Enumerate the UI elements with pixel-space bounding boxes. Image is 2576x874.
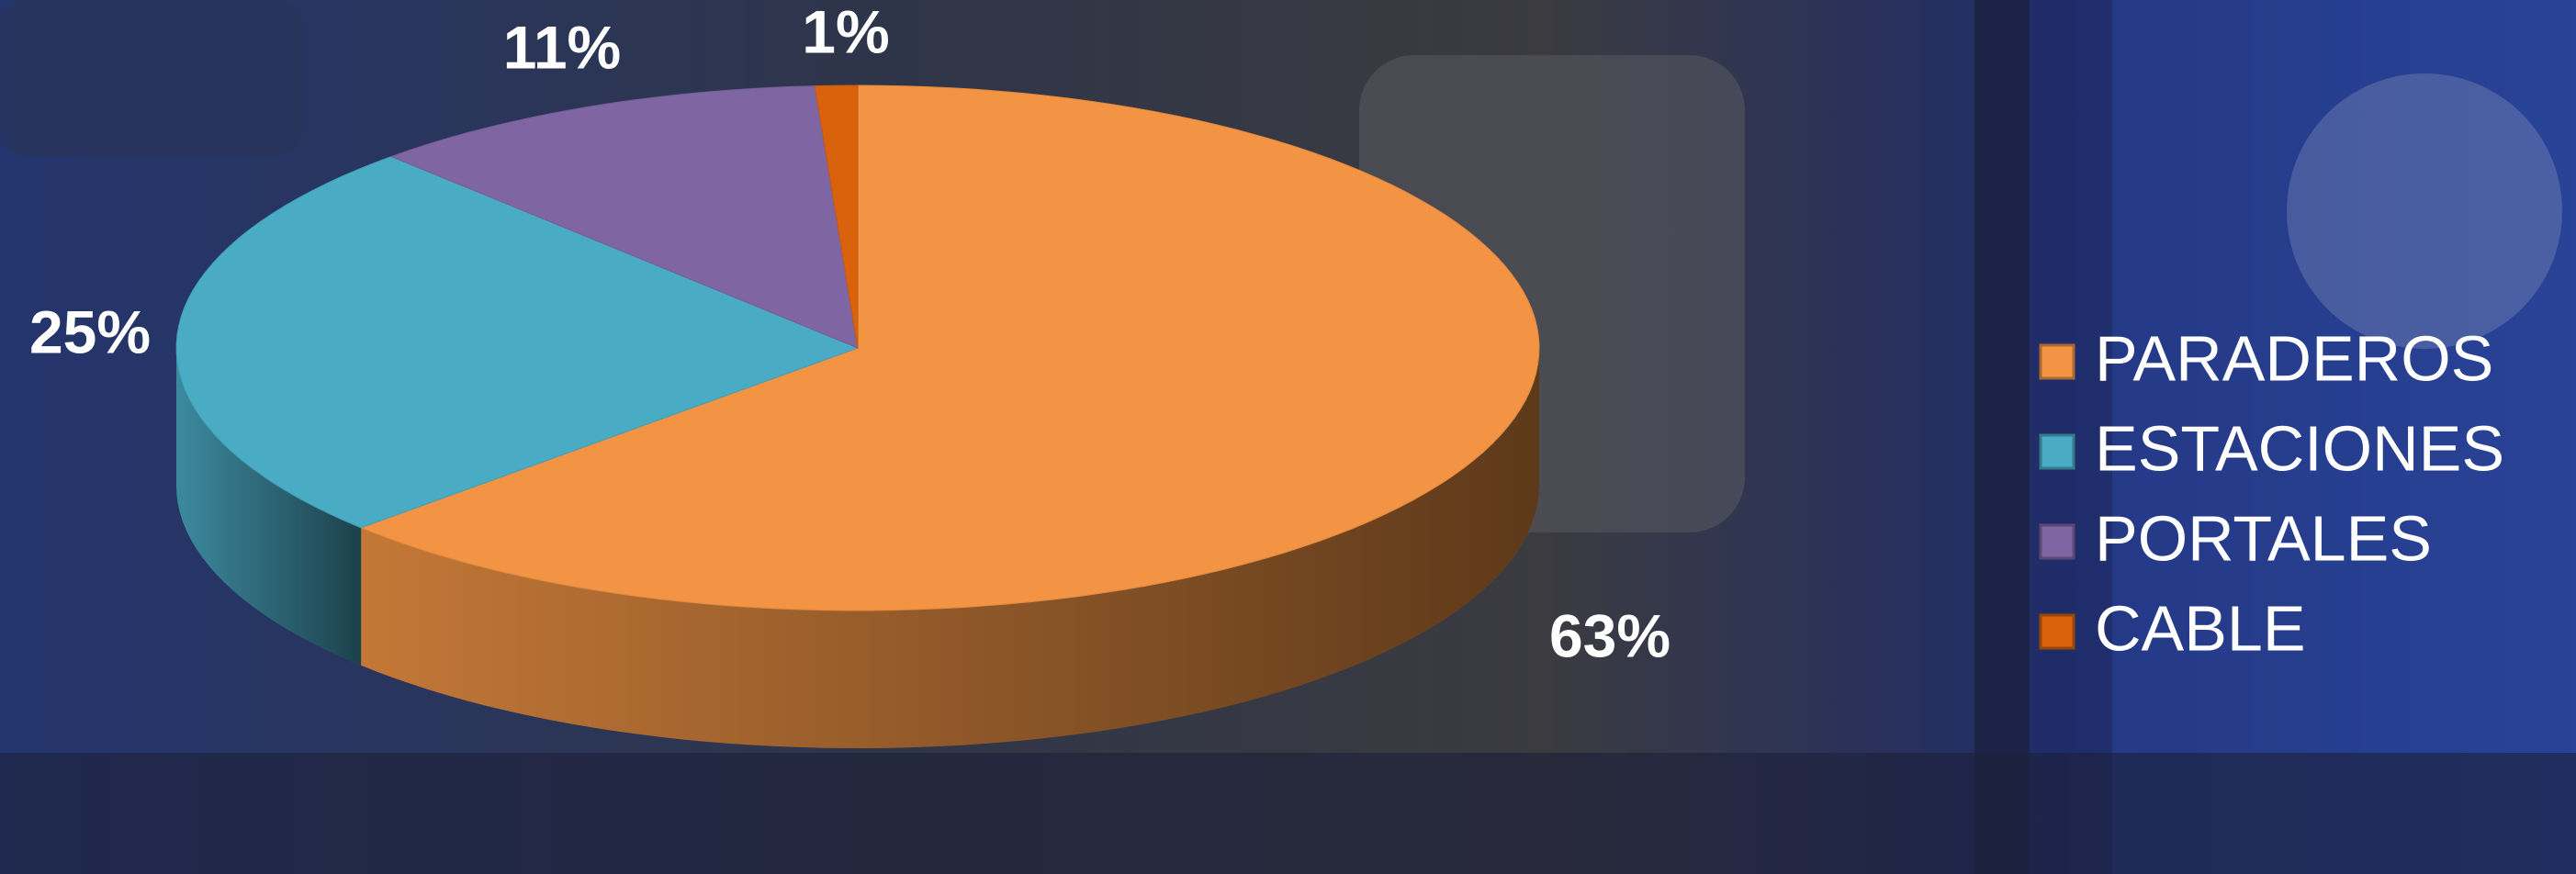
data-label: 63% <box>1549 601 1670 669</box>
pie: 63% 25% 11% 1% <box>29 0 1670 748</box>
legend-label: ESTACIONES <box>2095 412 2504 484</box>
legend-swatch <box>2039 523 2075 560</box>
legend-label: PARADEROS <box>2095 322 2493 394</box>
legend-swatch <box>2039 613 2075 650</box>
legend-label: PORTALES <box>2095 502 2432 574</box>
pie-slice <box>389 85 859 349</box>
pie-slice <box>359 84 1540 611</box>
pie-side-shade <box>176 348 362 666</box>
data-label: 25% <box>29 297 151 365</box>
legend: PARADEROS ESTACIONES PORTALES CABLE <box>2039 322 2504 664</box>
legend-label: CABLE <box>2095 592 2306 664</box>
legend-swatch <box>2039 343 2075 380</box>
legend-swatch <box>2039 433 2075 470</box>
data-label: 11% <box>503 13 621 81</box>
pie-slice <box>814 84 859 349</box>
pie-side-shade <box>361 348 1540 748</box>
data-label: 1% <box>802 0 889 65</box>
pie-slice <box>175 155 860 529</box>
